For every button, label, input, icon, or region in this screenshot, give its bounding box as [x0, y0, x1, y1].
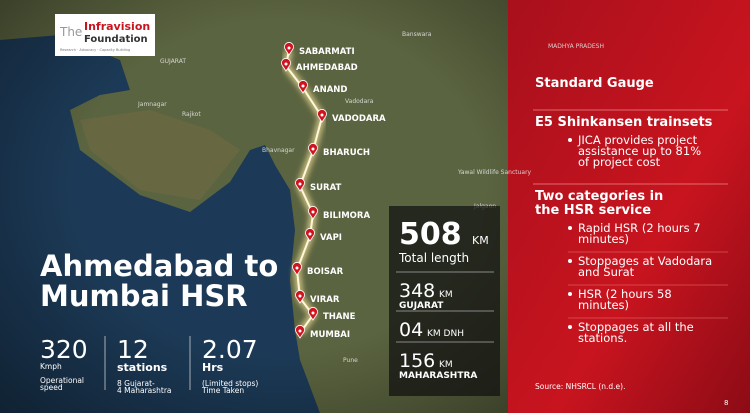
- station-label: BILIMORA: [323, 211, 370, 221]
- station-label: VAPI: [320, 233, 342, 243]
- bullet-text: Stoppages at all the: [578, 320, 694, 334]
- station-label: AHMEDABAD: [296, 63, 358, 73]
- part-value: 156: [399, 350, 435, 372]
- bullet-dot: [568, 226, 572, 230]
- length-box: [389, 206, 500, 396]
- bullet-text: Stoppages at Vadodara: [578, 254, 712, 268]
- station-pin-dot: [295, 266, 299, 270]
- panel-heading: Two categories in: [535, 189, 663, 204]
- bullet-text: stations.: [578, 331, 627, 345]
- panel-heading: the HSR service: [535, 203, 651, 218]
- title: Mumbai HSR: [40, 279, 248, 313]
- total-label: Total length: [398, 251, 469, 265]
- bullet-dot: [568, 259, 572, 263]
- station-pin-dot: [284, 62, 288, 66]
- station-label: SURAT: [310, 183, 341, 193]
- logo-tagline: Research · Advocacy · Capacity Building: [60, 48, 130, 52]
- total-unit: KM: [472, 234, 489, 247]
- part-unit: KM DNH: [427, 329, 464, 339]
- part-unit: KM: [439, 360, 453, 370]
- map-label: Pune: [343, 357, 358, 364]
- stat-value: 12: [117, 335, 149, 364]
- station-pin-dot: [308, 232, 312, 236]
- panel-heading: E5 Shinkansen trainsets: [535, 115, 713, 130]
- station-pin-dot: [320, 113, 324, 117]
- stat-label: stations: [117, 361, 168, 374]
- part-label: MAHARASHTRA: [399, 371, 477, 381]
- map-label: Rajkot: [182, 111, 201, 118]
- station-pin-dot: [311, 311, 315, 315]
- total-length: 508: [399, 217, 462, 252]
- station-pin-dot: [311, 210, 315, 214]
- station-pin-dot: [298, 329, 302, 333]
- bullet-text: minutes): [578, 298, 629, 312]
- page-number: 8: [724, 399, 728, 407]
- station-pin-dot: [311, 147, 315, 151]
- stat-label: Time Taken: [201, 386, 244, 395]
- station-label: THANE: [323, 312, 356, 322]
- station-label: BHARUCH: [323, 148, 370, 158]
- title: Ahmedabad to: [40, 249, 278, 283]
- bullet-dot: [568, 292, 572, 296]
- stat-label: Kmph: [40, 362, 62, 371]
- station-pin-dot: [298, 294, 302, 298]
- stat-value: 2.07: [202, 335, 258, 364]
- map-label: Bhavnagar: [262, 147, 295, 154]
- bullet-text: minutes): [578, 232, 629, 246]
- stat-label: (Limited stops): [202, 379, 258, 388]
- bullet-text: and Surat: [578, 265, 635, 279]
- station-pin-dot: [301, 84, 305, 88]
- map-label: GUJARAT: [160, 58, 186, 65]
- bullet-text: JICA provides project: [577, 133, 698, 147]
- source: Source: NHSRCL (n.d.e).: [535, 382, 625, 391]
- bullet-dot: [568, 138, 572, 142]
- part-value: 348: [399, 280, 435, 302]
- part-label: GUJARAT: [399, 301, 444, 311]
- bullet-text: of project cost: [578, 155, 661, 169]
- red-panel: [508, 0, 750, 413]
- stat-label: Operational: [40, 376, 84, 385]
- bullet-text: assistance up to 81%: [578, 144, 701, 158]
- map-label: Yawal Wildlife Sanctuary: [457, 169, 532, 176]
- station-label: VIRAR: [310, 295, 340, 305]
- stat-label: Hrs: [202, 361, 224, 374]
- map-label: MADHYA PRADESH: [548, 43, 604, 50]
- station-label: MUMBAI: [310, 330, 350, 340]
- bullet-text: HSR (2 hours 58: [578, 287, 672, 301]
- bullet-dot: [568, 325, 572, 329]
- map-label: Vadodara: [345, 98, 374, 105]
- map-label: Jamnagar: [137, 101, 167, 108]
- stat-label: 4 Maharashtra: [117, 386, 172, 395]
- part-value: 04: [399, 319, 423, 341]
- stat-value: 320: [40, 335, 88, 364]
- station-label: ANAND: [313, 85, 347, 95]
- panel-heading: Standard Gauge: [535, 76, 654, 91]
- station-label: BOISAR: [307, 267, 344, 277]
- stat-label: speed: [40, 383, 63, 392]
- logo-name: Foundation: [84, 34, 148, 45]
- station-pin-dot: [287, 46, 291, 50]
- logo-the: The: [59, 25, 82, 39]
- station-label: VADODARA: [332, 114, 386, 124]
- map-label: Banswara: [402, 31, 432, 38]
- bullet-text: Rapid HSR (2 hours 7: [578, 221, 701, 235]
- station-pin-dot: [298, 182, 302, 186]
- logo-box: [55, 14, 155, 56]
- logo-name: Infravision: [84, 20, 150, 33]
- stat-label: 8 Gujarat-: [117, 379, 155, 388]
- part-unit: KM: [439, 290, 453, 300]
- station-label: SABARMATI: [299, 47, 355, 57]
